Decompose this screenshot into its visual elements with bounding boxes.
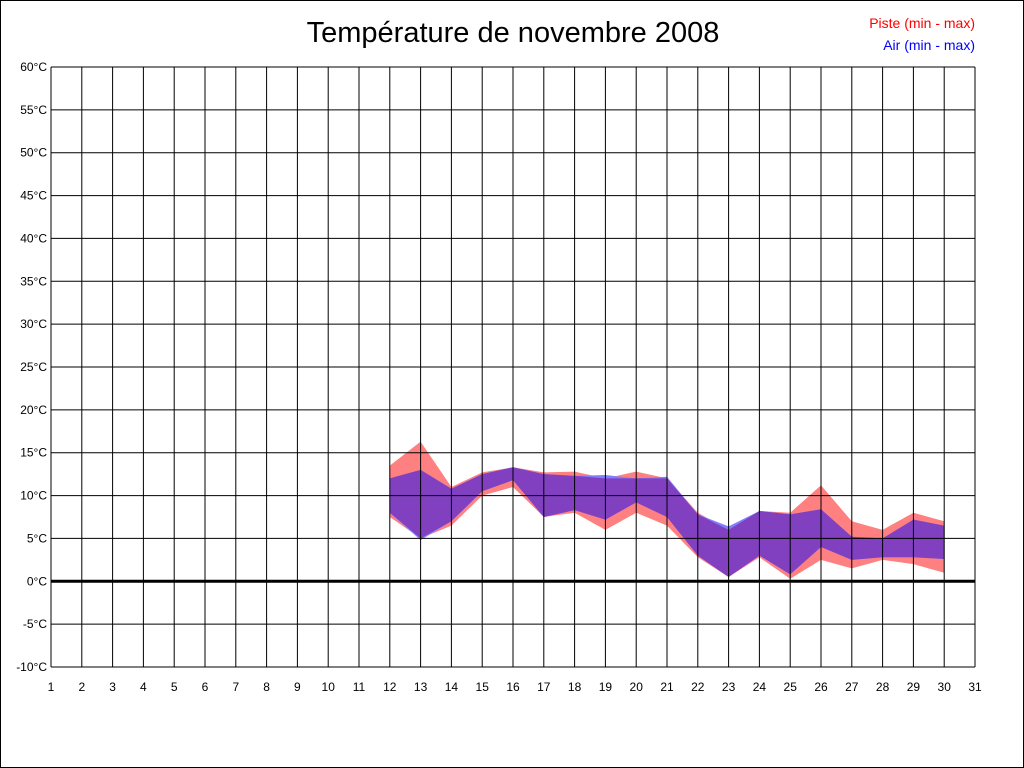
y-tick-label: 30°C — [20, 317, 47, 331]
y-tick-label: 35°C — [20, 274, 47, 288]
x-tick-label: 6 — [202, 680, 209, 694]
legend-air: Air (min - max) — [883, 37, 975, 53]
y-tick-label: -5°C — [23, 617, 47, 631]
x-tick-label: 10 — [322, 680, 336, 694]
x-tick-label: 13 — [414, 680, 428, 694]
x-tick-label: 14 — [445, 680, 459, 694]
x-tick-label: 5 — [171, 680, 178, 694]
x-tick-label: 16 — [506, 680, 520, 694]
y-tick-label: 50°C — [20, 146, 47, 160]
x-tick-label: 1 — [48, 680, 55, 694]
x-tick-label: 31 — [968, 680, 982, 694]
y-tick-label: 10°C — [20, 489, 47, 503]
y-tick-label: 0°C — [27, 574, 47, 588]
legend-piste: Piste (min - max) — [869, 15, 975, 31]
x-tick-label: 8 — [263, 680, 270, 694]
x-tick-label: 23 — [722, 680, 736, 694]
x-tick-label: 24 — [753, 680, 767, 694]
x-tick-label: 22 — [691, 680, 705, 694]
y-tick-label: 40°C — [20, 231, 47, 245]
y-tick-label: 45°C — [20, 189, 47, 203]
y-tick-label: 60°C — [20, 60, 47, 74]
x-tick-label: 20 — [630, 680, 644, 694]
band-overlap — [389, 467, 945, 577]
x-tick-label: 19 — [599, 680, 613, 694]
y-tick-label: 25°C — [20, 360, 47, 374]
x-tick-label: 30 — [938, 680, 952, 694]
x-tick-label: 15 — [476, 680, 490, 694]
x-tick-label: 3 — [109, 680, 116, 694]
x-tick-label: 11 — [353, 680, 366, 694]
x-tick-label: 2 — [78, 680, 85, 694]
y-tick-label: 5°C — [27, 531, 47, 545]
x-tick-label: 18 — [568, 680, 582, 694]
y-tick-label: 55°C — [20, 103, 47, 117]
x-tick-label: 4 — [140, 680, 147, 694]
chart-title: Température de novembre 2008 — [306, 17, 720, 49]
x-tick-label: 27 — [845, 680, 859, 694]
x-tick-label: 29 — [907, 680, 921, 694]
x-tick-label: 17 — [537, 680, 551, 694]
y-tick-label: 15°C — [20, 446, 47, 460]
x-tick-label: 21 — [660, 680, 674, 694]
x-tick-label: 26 — [814, 680, 828, 694]
x-tick-label: 7 — [232, 680, 239, 694]
x-tick-label: 25 — [784, 680, 798, 694]
x-tick-label: 12 — [383, 680, 397, 694]
y-tick-label: 20°C — [20, 403, 47, 417]
x-tick-label: 9 — [294, 680, 301, 694]
x-tick-label: 28 — [876, 680, 890, 694]
y-tick-label: -10°C — [16, 660, 47, 674]
